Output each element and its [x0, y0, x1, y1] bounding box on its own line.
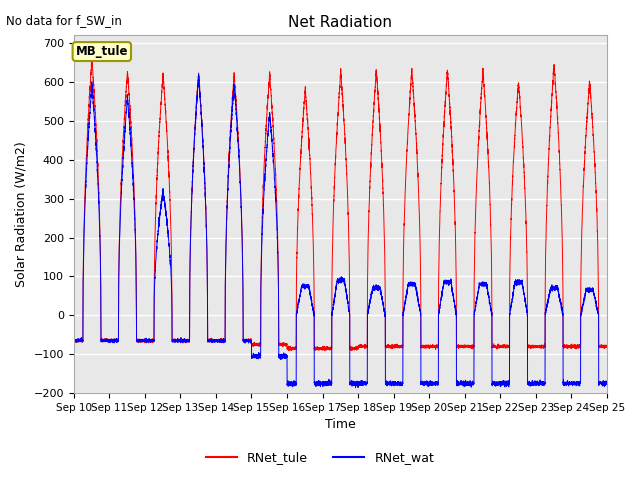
RNet_wat: [195, 72, 202, 77]
RNet_tule: [251, 342, 259, 348]
RNet_tule: [603, 343, 611, 349]
RNet_wat: [323, 382, 330, 388]
Y-axis label: Solar Radiation (W/m2): Solar Radiation (W/m2): [15, 141, 28, 287]
RNet_wat: [475, 287, 483, 292]
Text: MB_tule: MB_tule: [76, 45, 128, 58]
Legend: RNet_tule, RNet_wat: RNet_tule, RNet_wat: [201, 446, 439, 469]
RNet_wat: [251, 353, 259, 359]
RNet_tule: [70, 337, 77, 343]
Title: Net Radiation: Net Radiation: [289, 15, 392, 30]
Text: No data for f_SW_in: No data for f_SW_in: [6, 14, 122, 27]
RNet_tule: [323, 347, 330, 353]
RNet_tule: [460, 343, 467, 348]
Line: RNet_tule: RNet_tule: [74, 57, 607, 350]
RNet_wat: [581, 293, 589, 299]
Line: RNet_wat: RNet_wat: [74, 74, 607, 388]
RNet_wat: [352, 385, 360, 391]
RNet_tule: [348, 348, 355, 353]
RNet_tule: [581, 157, 589, 163]
RNet_wat: [460, 381, 467, 386]
X-axis label: Time: Time: [325, 419, 356, 432]
RNet_tule: [88, 54, 96, 60]
RNet_tule: [574, 345, 582, 351]
RNet_tule: [475, 135, 483, 141]
RNet_wat: [70, 338, 77, 344]
RNet_wat: [603, 380, 611, 386]
RNet_wat: [574, 382, 582, 387]
